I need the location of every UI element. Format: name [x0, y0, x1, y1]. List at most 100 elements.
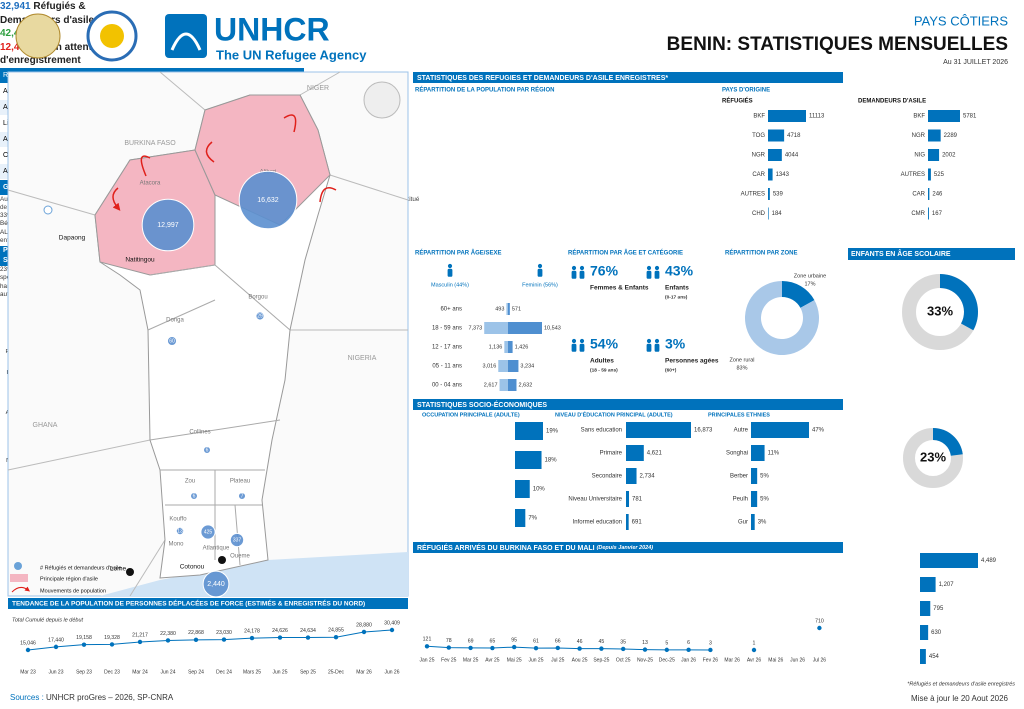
- value-label: 69: [468, 638, 474, 644]
- value-label: 4044: [785, 153, 799, 159]
- figure-value: 76%: [590, 263, 619, 279]
- legend-symbol: [11, 586, 31, 593]
- x-tick-label: Mar 24: [132, 669, 148, 675]
- x-tick-label: Sep 23: [76, 669, 92, 675]
- country-label: BURKINA FASO: [124, 140, 176, 147]
- point: [333, 635, 339, 640]
- bar: [508, 360, 519, 372]
- region-bubble: [166, 335, 178, 347]
- country-label: NIGERIA: [348, 355, 377, 362]
- page-title: BENIN: STATISTIQUES MENSUELLES: [667, 34, 1008, 55]
- icon: [571, 343, 577, 352]
- value-label: 2002: [942, 153, 956, 159]
- legend-label: # Réfugiés et demandeurs d'asile: [40, 565, 121, 571]
- place-dot: [43, 205, 53, 215]
- bar: [768, 207, 769, 220]
- bar-label: NGR: [912, 133, 926, 139]
- value-label: 2,734: [640, 474, 656, 480]
- point: [305, 635, 311, 640]
- bar-label: AUTRES: [741, 192, 765, 198]
- subheader: RÉPARTITION PAR ÂGE/SEXE: [415, 249, 501, 257]
- value-label: 16,873: [694, 428, 713, 434]
- region: PAYS CÔTIERS: [914, 13, 1008, 28]
- legend-label: Principale région d'asile: [40, 576, 98, 582]
- x-tick-label: Avr 26: [747, 657, 762, 663]
- icon: [537, 268, 543, 277]
- airport: [218, 556, 226, 564]
- region-value: 13: [177, 528, 183, 534]
- x-tick-label: Mai 26: [768, 657, 783, 663]
- icon: [579, 338, 585, 344]
- point: [277, 635, 283, 640]
- key-value: 42,409: [0, 28, 31, 39]
- value-label: 23,030: [216, 630, 232, 636]
- icon: [646, 270, 652, 279]
- section-title: TENDANCE DE LA POPULATION DE PERSONNES D…: [12, 599, 365, 608]
- point: [361, 629, 367, 635]
- title: RÉFUGIÉS ARRIVÉS DU BURKINA FASO ET DU M…: [417, 543, 595, 552]
- icon: [654, 343, 660, 352]
- x-tick-label: 25-Dec: [328, 669, 345, 675]
- value-label: 710: [815, 618, 824, 624]
- point: [468, 645, 473, 651]
- bar: [920, 577, 936, 592]
- icon: [646, 338, 652, 344]
- value-label: 539: [773, 192, 784, 198]
- place-label: Lome: [110, 566, 127, 573]
- point: [555, 645, 560, 651]
- figure-label: Personnes agées: [665, 358, 719, 365]
- date: Au 31 JUILLET 2026: [943, 59, 1008, 66]
- bar: [515, 509, 526, 527]
- value-label: 454: [929, 654, 940, 660]
- figure-value: 54%: [590, 336, 619, 352]
- point: [109, 642, 115, 647]
- bar: [506, 303, 508, 315]
- updated: Mise à jour le 20 Aout 2026: [911, 694, 1009, 703]
- value-label: 15,046: [20, 640, 36, 646]
- slice-label: Zone rural: [729, 357, 754, 363]
- donut-slice: [745, 281, 819, 355]
- point: [533, 645, 539, 651]
- value-label: 5%: [760, 474, 769, 480]
- donut-slice: [782, 281, 815, 308]
- bar-label: Informel education: [573, 520, 622, 526]
- key-label: DA en attente d'enregistrement: [0, 41, 98, 67]
- value-label: 2,632: [518, 382, 532, 388]
- bar-label: TOG: [752, 133, 765, 139]
- value-label: 3%: [758, 520, 767, 526]
- logo-icon: [170, 32, 202, 51]
- slice-value: 17%: [804, 281, 815, 287]
- point: [708, 647, 713, 653]
- figure-value: 43%: [665, 263, 694, 279]
- bar-label: Berber: [730, 474, 748, 480]
- icon: [646, 265, 652, 271]
- region-bubble: [237, 491, 247, 501]
- x-tick-label: Jun 25: [528, 657, 543, 663]
- place-label: Dapaong: [59, 235, 86, 242]
- value-label: 5: [665, 640, 668, 646]
- x-tick-label: Mar 25: [463, 657, 479, 663]
- sources: Sources : UNHCR proGres – 2026, SP-CNRA: [10, 693, 174, 702]
- icon: [654, 270, 660, 279]
- subheader: OCCUPATION PRINCIPALE (ADULTE): [422, 412, 520, 418]
- logo-text: UNHCR: [214, 11, 330, 47]
- airport: [126, 568, 134, 576]
- bar: [768, 129, 785, 142]
- sources-text: UNHCR proGres – 2026, SP-CNRA: [46, 693, 174, 702]
- x-tick-label: Fev 26: [703, 657, 719, 663]
- region-value: 6: [193, 493, 196, 499]
- x-tick-label: Jun 24: [160, 669, 175, 675]
- figure-label: Enfants: [665, 285, 689, 292]
- value-label: 5781: [963, 114, 977, 120]
- subtitle: (Depuis Janvier 2024): [597, 545, 654, 551]
- icon: [447, 263, 453, 269]
- figure-sublabel: (60+): [665, 367, 677, 373]
- value-label: 525: [934, 172, 945, 178]
- bar: [751, 445, 765, 461]
- region-label: Oueme: [230, 554, 250, 560]
- value-label: 35: [620, 639, 626, 645]
- subheader: RÉPARTITION PAR ÂGE ET CATÉGORIE: [568, 249, 683, 257]
- value-label: 1343: [776, 172, 790, 178]
- point: [686, 647, 691, 653]
